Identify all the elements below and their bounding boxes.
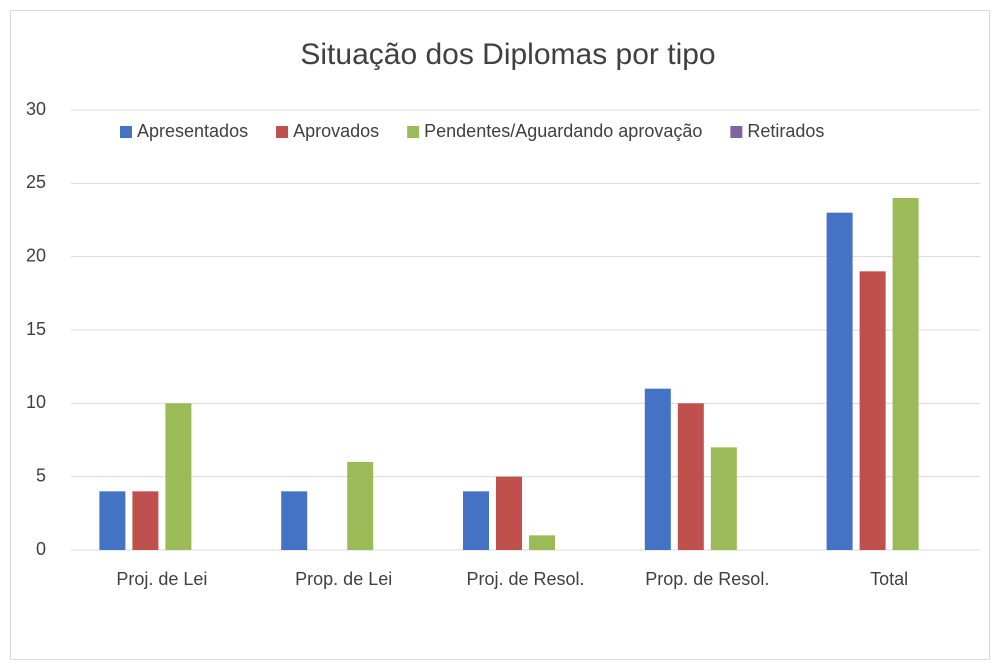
- legend-label: Aprovados: [293, 121, 379, 141]
- bar: [859, 271, 886, 550]
- bar: [677, 403, 704, 550]
- x-tick-label: Prop. de Resol.: [645, 569, 769, 589]
- y-tick-label: 10: [26, 392, 46, 412]
- y-tick-label: 15: [26, 319, 46, 339]
- y-tick-label: 0: [36, 539, 46, 559]
- y-tick-label: 5: [36, 465, 46, 485]
- x-tick-label: Total: [870, 569, 908, 589]
- bar: [281, 491, 308, 550]
- legend-swatch: [120, 126, 132, 138]
- chart-border: [10, 10, 990, 660]
- legend-label: Retirados: [747, 121, 824, 141]
- legend-label: Apresentados: [137, 121, 248, 141]
- bar: [347, 462, 374, 550]
- bar: [892, 198, 919, 550]
- x-tick-label: Proj. de Resol.: [466, 569, 584, 589]
- bar: [99, 491, 126, 550]
- y-tick-label: 20: [26, 245, 46, 265]
- legend-swatch: [730, 126, 743, 138]
- x-tick-label: Prop. de Lei: [295, 569, 392, 589]
- bar: [529, 535, 555, 550]
- y-tick-label: 25: [26, 172, 46, 192]
- bar: [496, 476, 522, 550]
- legend-swatch: [276, 126, 289, 138]
- legend-label: Pendentes/Aguardando aprovação: [424, 121, 702, 141]
- legend-swatch: [407, 126, 420, 138]
- x-tick-label: Proj. de Lei: [116, 569, 207, 589]
- bar: [644, 388, 671, 550]
- bar: [132, 491, 159, 550]
- bar: [463, 491, 489, 550]
- bar: [710, 447, 737, 550]
- bar: [165, 403, 192, 550]
- bar: [826, 212, 853, 550]
- chart-title: Situação dos Diplomas por tipo: [300, 38, 715, 71]
- y-tick-label: 30: [26, 99, 46, 119]
